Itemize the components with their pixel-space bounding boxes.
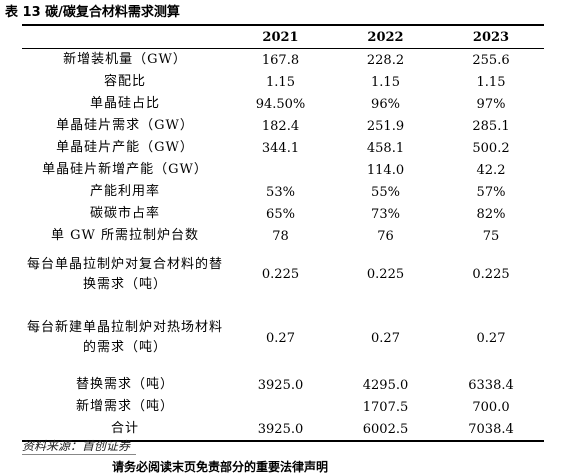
- cell-2021: 3925.0: [257, 377, 304, 393]
- header-cell: [22, 26, 228, 49]
- cell-2022: 4295.0: [362, 377, 409, 393]
- cell-2021: 1.15: [266, 74, 295, 90]
- table-row: 单晶硅片新增产能（GW） 114.0 42.2: [22, 159, 544, 181]
- cell-2021: 0.27: [266, 330, 295, 346]
- table-title: 表 13 碳/碳复合材料需求测算: [5, 5, 180, 20]
- cell-2022: 0.225: [366, 267, 405, 282]
- cell-2023: 0.225: [472, 267, 510, 282]
- cell-2021: 78: [272, 228, 289, 244]
- cell-2022: 251.9: [366, 118, 405, 134]
- cell-2021: [228, 159, 333, 181]
- cell-2021: 65%: [266, 206, 295, 222]
- cell-2022: 0.27: [371, 330, 400, 346]
- cell-2023: 255.6: [472, 52, 510, 68]
- row-label: 合计: [22, 418, 228, 442]
- cell-2021: 167.8: [261, 52, 300, 68]
- cell-2022: 55%: [371, 184, 400, 200]
- row-label: 单 GW 所需拉制炉台数: [50, 228, 199, 243]
- table-row: 单晶硅占比 94.50% 96% 97%: [22, 93, 544, 115]
- cell-2022: 1.15: [371, 74, 400, 90]
- cell-2022: 73%: [371, 206, 400, 222]
- cell-2021: 182.4: [261, 118, 300, 134]
- row-label: 替换需求（吨）: [75, 377, 174, 392]
- cell-2023: 1.15: [476, 74, 506, 90]
- row-label: 新增装机量（GW）: [63, 52, 187, 67]
- row-label: 新增需求（吨）: [75, 399, 174, 414]
- cell-2023: 500.2: [472, 140, 510, 156]
- cell-2023: 75: [482, 228, 500, 244]
- row-label: 产能利用率: [89, 184, 160, 199]
- table-row: 碳碳市占率 65% 73% 82%: [22, 203, 544, 225]
- cell-2021: 0.225: [261, 267, 300, 282]
- cell-2023: 7038.4: [438, 418, 544, 442]
- cell-2023: 6338.4: [468, 377, 514, 393]
- header-cell: 2023: [438, 26, 544, 49]
- cell-2021: 94.50%: [255, 96, 306, 112]
- table-row: 产能利用率 53% 55% 57%: [22, 181, 544, 203]
- top-rule: [22, 24, 544, 26]
- cell-2023: 82%: [476, 206, 506, 222]
- row-label: 每台新建单晶拉制炉对热场材料的需求（吨）: [26, 320, 223, 355]
- table-row: 替换需求（吨） 3925.0 4295.0 6338.4: [22, 374, 544, 396]
- table-row: 单 GW 所需拉制炉台数 78 76 75: [22, 225, 544, 247]
- row-label: 容配比: [103, 74, 146, 89]
- cell-2023: 97%: [476, 96, 506, 112]
- cell-2021: 3925.0: [228, 418, 333, 442]
- cell-2021: 53%: [266, 184, 295, 200]
- cell-2022: 1707.5: [362, 399, 409, 415]
- cell-2023: 57%: [476, 184, 506, 200]
- cell-2023: 285.1: [472, 118, 510, 134]
- table-row: 单晶硅片需求（GW） 182.4 251.9 285.1: [22, 115, 544, 137]
- cell-2022: 228.2: [366, 52, 405, 68]
- table-row: 容配比 1.15 1.15 1.15: [22, 71, 544, 93]
- cell-2022: 114.0: [366, 162, 405, 178]
- cell-2022: 96%: [371, 96, 400, 112]
- row-label: 单晶硅片需求（GW）: [56, 118, 194, 133]
- cell-2021: [228, 396, 333, 418]
- row-label: 每台单晶拉制炉对复合材料的替换需求（吨）: [26, 256, 223, 292]
- cell-2022: 458.1: [366, 140, 405, 156]
- source-note: 资料来源：首创证券: [22, 437, 137, 455]
- table-row: 新增装机量（GW） 167.8 228.2 255.6: [22, 49, 544, 72]
- cell-2022: 76: [377, 228, 394, 244]
- cell-2023: 700.0: [472, 399, 510, 415]
- header-cell: 2022: [333, 26, 438, 49]
- header-row: 2021 2022 2023: [22, 26, 544, 49]
- row-label: 单晶硅片新增产能（GW）: [42, 162, 208, 177]
- header-cell: 2021: [228, 26, 333, 49]
- cell-2021: 344.1: [261, 140, 300, 156]
- cell-2022: 6002.5: [333, 418, 438, 442]
- table-row: 每台单晶拉制炉对复合材料的替换需求（吨） 0.225 0.225 0.225: [22, 247, 544, 302]
- row-label: 单晶硅占比: [89, 96, 160, 111]
- table-row: 合计 3925.0 6002.5 7038.4: [22, 418, 544, 442]
- cell-2023: 0.27: [476, 330, 506, 346]
- table-row: 单晶硅片产能（GW） 344.1 458.1 500.2: [22, 137, 544, 159]
- row-label: 碳碳市占率: [89, 206, 160, 221]
- table-row: 新增需求（吨） 1707.5 700.0: [22, 396, 544, 418]
- table-row: 每台新建单晶拉制炉对热场材料的需求（吨） 0.27 0.27 0.27: [22, 302, 544, 374]
- cell-2023: 42.2: [476, 162, 506, 178]
- row-label: 单晶硅片产能（GW）: [56, 140, 194, 155]
- demand-table: 2021 2022 2023 新增装机量（GW） 167.8 228.2 255…: [22, 26, 544, 442]
